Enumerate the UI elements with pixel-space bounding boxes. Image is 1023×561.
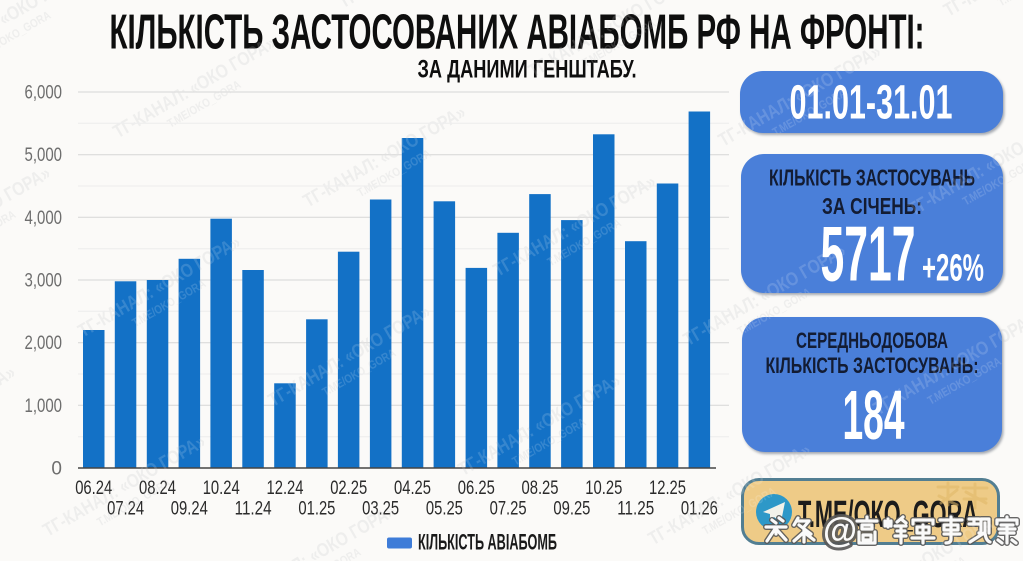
svg-text:3,000: 3,000 [25,271,63,292]
svg-text:4,000: 4,000 [25,208,63,229]
svg-text:05.25: 05.25 [426,499,463,520]
svg-text:10.25: 10.25 [585,478,622,499]
svg-text:1,000: 1,000 [25,396,63,417]
svg-text:12.25: 12.25 [649,478,686,499]
svg-text:02.25: 02.25 [330,478,367,499]
svg-text:08.25: 08.25 [522,478,559,499]
svg-text:04.25: 04.25 [394,478,431,499]
svg-text:5,000: 5,000 [25,145,63,166]
svg-text:01.01-31.01: 01.01-31.01 [790,76,953,130]
svg-text:07.24: 07.24 [107,499,144,520]
svg-text:СЕРЕДНЬОДОБОВА: СЕРЕДНЬОДОБОВА [796,328,948,353]
svg-text:01.25: 01.25 [298,499,335,520]
svg-text:08.24: 08.24 [139,478,176,499]
svg-text:01.26: 01.26 [681,499,718,520]
svg-text:@: @ [823,511,857,550]
svg-text:@: @ [823,511,857,550]
svg-text:КІЛЬКІСТЬ ЗАСТОСОВАНИХ АВІАБОМ: КІЛЬКІСТЬ ЗАСТОСОВАНИХ АВІАБОМБ РФ НА ФР… [110,5,925,60]
svg-text:06.25: 06.25 [458,478,495,499]
svg-text:ЗА СІЧЕНЬ:: ЗА СІЧЕНЬ: [822,193,922,219]
svg-text:06.24: 06.24 [75,478,112,499]
svg-text:6,000: 6,000 [25,83,63,104]
svg-text:12.24: 12.24 [267,478,304,499]
svg-text:09.24: 09.24 [171,499,208,520]
svg-text:09.25: 09.25 [553,499,590,520]
svg-text:03.25: 03.25 [362,499,399,520]
svg-text:11.25: 11.25 [617,499,654,520]
svg-text:10.24: 10.24 [203,478,240,499]
svg-text:+26%: +26% [922,248,984,290]
svg-text:КІЛЬКІСТЬ ЗАСТОСУВАНЬ:: КІЛЬКІСТЬ ЗАСТОСУВАНЬ: [766,353,979,378]
svg-text:11.24: 11.24 [235,499,272,520]
svg-text:184: 184 [843,376,905,452]
svg-text:КІЛЬКІСТЬ АВІАБОМБ: КІЛЬКІСТЬ АВІАБОМБ [418,530,557,555]
svg-text:5717: 5717 [821,210,916,294]
svg-text:КІЛЬКІСТЬ ЗАСТОСУВАНЬ: КІЛЬКІСТЬ ЗАСТОСУВАНЬ [769,165,975,191]
svg-text:07.25: 07.25 [490,499,527,520]
svg-text:ЗА ДАНИМИ ГЕНШТАБУ.: ЗА ДАНИМИ ГЕНШТАБУ. [418,56,637,84]
svg-text:0: 0 [51,459,62,480]
svg-text:2,000: 2,000 [25,333,63,354]
